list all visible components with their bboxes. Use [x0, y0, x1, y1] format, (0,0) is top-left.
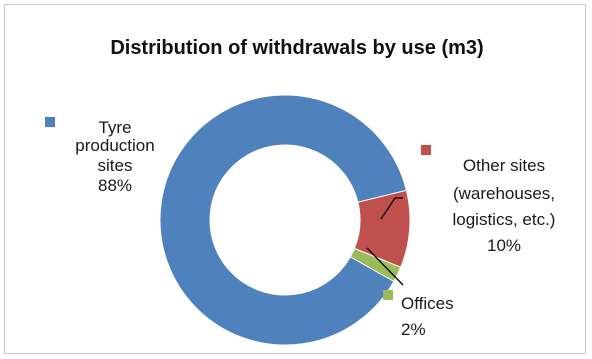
slice-name-label: logistics, etc.) — [453, 210, 556, 229]
donut-chart: Distribution of withdrawals by use (m3) … — [45, 37, 555, 346]
slice-tyre-production-sites — [159, 94, 408, 346]
slice-name-label: Tyre — [98, 118, 131, 137]
legend-marker-0 — [45, 117, 55, 127]
chart-title: Distribution of withdrawals by use (m3) — [110, 37, 483, 59]
leader-line — [366, 247, 404, 286]
slice-percent-label: 10% — [487, 236, 521, 255]
slice-name-label: Offices — [401, 294, 454, 313]
slice-name-label: (warehouses, — [453, 184, 555, 203]
slice-percent-label: 88% — [98, 176, 132, 195]
donut-slices — [159, 94, 411, 346]
slice-percent-label: 2% — [401, 320, 426, 339]
chart-frame: Distribution of withdrawals by use (m3) … — [4, 4, 586, 354]
slice-name-label: sites — [98, 156, 133, 175]
leader-lines — [366, 197, 404, 286]
legend-marker-2 — [383, 290, 393, 300]
leader-line — [380, 197, 403, 220]
legend-marker-1 — [421, 145, 431, 155]
slice-name-label: Other sites — [463, 156, 545, 175]
slice-name-label: production — [75, 136, 154, 155]
